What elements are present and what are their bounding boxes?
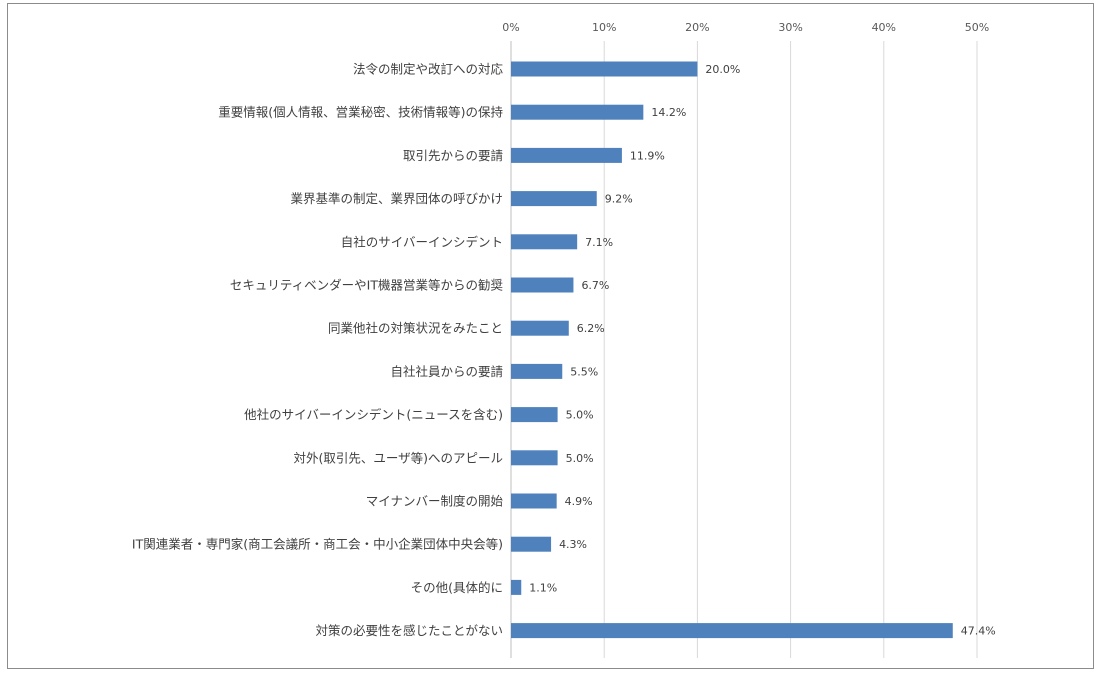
category-label: 自社のサイバーインシデント xyxy=(341,234,503,249)
category-label: 自社社員からの要請 xyxy=(390,364,503,379)
category-label: 同業他社の対策状況をみたこと xyxy=(328,321,503,336)
bar xyxy=(511,191,597,207)
data-label: 20.0% xyxy=(705,63,740,76)
category-label: 業界基準の制定、業界団体の呼びかけ xyxy=(290,191,503,206)
data-label: 1.1% xyxy=(529,581,557,594)
category-label: IT関連業者・専門家(商工会議所・商工会・中小企業団体中央会等) xyxy=(132,537,503,552)
data-label: 4.9% xyxy=(565,495,593,508)
data-label: 7.1% xyxy=(585,236,613,249)
bar-chart: 0% 10% 20% 30% 40% 50% 法令の制定や改訂への対応 20.0% 重要情報(個… xyxy=(132,21,996,658)
x-tick-label: 10% xyxy=(592,21,616,34)
data-label: 6.2% xyxy=(577,322,605,335)
bar xyxy=(511,320,569,336)
category-label: 他社のサイバーインシデント(ニュースを含む) xyxy=(244,407,503,422)
bar xyxy=(511,277,574,293)
bar xyxy=(511,493,557,509)
category-label: セキュリティベンダーやIT機器営業等からの勧奨 xyxy=(230,278,504,293)
x-tick-label: 0% xyxy=(502,21,519,34)
x-tick-label: 30% xyxy=(778,21,802,34)
category-label: その他(具体的に xyxy=(411,580,503,595)
data-label: 14.2% xyxy=(651,106,686,119)
category-label: 対外(取引先、ユーザ等)へのアピール xyxy=(293,450,503,465)
category-label: 重要情報(個人情報、営業秘密、技術情報等)の保持 xyxy=(218,105,503,120)
bar xyxy=(511,147,622,163)
category-label: マイナンバー制度の開始 xyxy=(366,494,504,509)
bar xyxy=(511,234,578,250)
bar xyxy=(511,61,698,77)
bar xyxy=(511,536,552,552)
data-label: 4.3% xyxy=(559,538,587,551)
category-label: 取引先からの要請 xyxy=(403,148,503,163)
bar xyxy=(511,450,558,466)
bar xyxy=(511,623,953,639)
bar xyxy=(511,363,563,379)
data-label: 5.0% xyxy=(566,452,594,465)
data-label: 5.5% xyxy=(570,365,598,378)
bar xyxy=(511,104,644,120)
x-tick-label: 50% xyxy=(965,21,989,34)
chart-frame: 0% 10% 20% 30% 40% 50% 法令の制定や改訂への対応 20.0% 重要情報(個… xyxy=(7,3,1094,669)
data-label: 11.9% xyxy=(630,149,665,162)
data-label: 47.4% xyxy=(961,625,996,638)
data-label: 5.0% xyxy=(566,409,594,422)
bar xyxy=(511,579,522,595)
x-tick-label: 40% xyxy=(872,21,896,34)
x-tick-label: 20% xyxy=(685,21,709,34)
data-label: 9.2% xyxy=(605,193,633,206)
category-label: 法令の制定や改訂への対応 xyxy=(353,62,504,77)
bar xyxy=(511,407,558,423)
data-label: 6.7% xyxy=(581,279,609,292)
category-label: 対策の必要性を感じたことがない xyxy=(315,623,503,638)
